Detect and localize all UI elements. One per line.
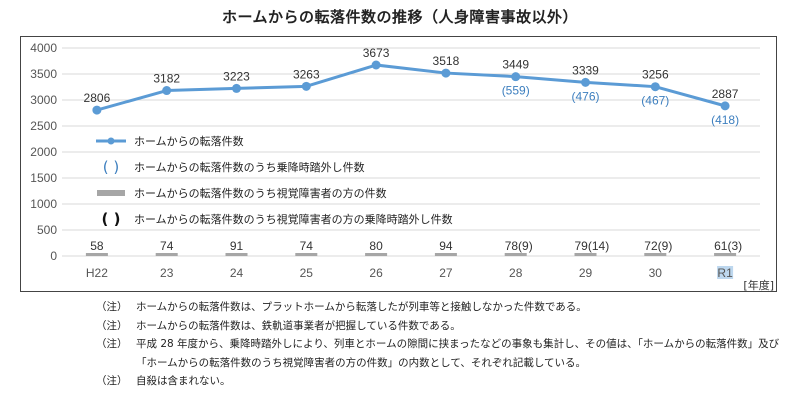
data-point-marker — [441, 68, 451, 78]
y-tick-label: 2500 — [30, 119, 57, 133]
note-tag: （注） — [96, 301, 128, 313]
bar-value-label: 79(14) — [575, 239, 610, 253]
bar-value-label: 80 — [369, 239, 383, 253]
y-tick-label: 500 — [37, 223, 57, 237]
data-point-marker — [720, 101, 730, 111]
data-point-marker — [650, 82, 660, 92]
note-text: 平成 28 年度から、乗降時踏外しにより、列車とホームの隙間に挟まったなどの事象… — [136, 338, 780, 369]
note-tag: （注） — [96, 319, 128, 332]
legend-black-parens-icon: ( ) — [102, 210, 121, 228]
bar-value-label: 58 — [90, 239, 104, 253]
x-tick-label: 25 — [300, 266, 314, 280]
data-point-marker — [232, 83, 241, 93]
bar-visually-impaired — [155, 253, 178, 256]
bar-visually-impaired — [574, 253, 597, 256]
bar-value-label: 91 — [230, 239, 244, 253]
note-item: （注） 自殺は含まれない。 — [96, 372, 786, 391]
bar-visually-impaired — [365, 253, 388, 256]
data-value-label: 3263 — [293, 67, 320, 81]
data-value-label: 3339 — [572, 63, 599, 77]
bar-visually-impaired — [225, 253, 248, 256]
bar-visually-impaired — [504, 253, 527, 256]
data-value-label: 3256 — [642, 68, 669, 82]
chart-title: ホームからの転落件数の推移（人身障害事故以外） — [221, 8, 579, 26]
y-tick-label: 0 — [50, 249, 57, 263]
step-off-value-label: (418) — [711, 113, 739, 127]
note-text: 自殺は含まれない。 — [136, 375, 231, 387]
note-text: ホームからの転落件数は、プラットホームから転落したが列車等と接触しなかった件数で… — [136, 301, 587, 313]
y-tick-label: 3000 — [30, 93, 57, 107]
bar-visually-impaired — [434, 253, 457, 256]
chart-plot-area: 0 500 1000 1500 2000 2500 3000 3500 4000 H22 23 24 2… — [30, 41, 774, 292]
notes: （注） ホームからの転落件数は、プラットホームから転落したが列車等と接触しなかっ… — [96, 298, 786, 391]
category-highlight — [717, 266, 734, 279]
legend-label: ホームからの転落件数のうち視覚障害者の方の乗降時踏外し件数 — [134, 212, 453, 226]
note-tag: （注） — [96, 338, 128, 350]
legend-label: ホームからの転落件数のうち視覚障害者の方の件数 — [134, 186, 387, 200]
legend-gray-bar-icon — [97, 190, 125, 196]
x-tick-label: 23 — [160, 266, 174, 280]
data-point-marker — [511, 72, 521, 82]
bar-value-label: 94 — [439, 239, 453, 253]
chart-frame — [20, 36, 777, 292]
x-axis-unit: [年度] — [743, 278, 774, 292]
data-value-label: 2806 — [84, 91, 111, 105]
legend-label: ホームからの転落件数のうち乗降時踏外し件数 — [134, 160, 365, 174]
bar-visually-impaired — [85, 253, 108, 256]
y-tick-label: 1000 — [30, 197, 57, 211]
data-point-marker — [581, 77, 590, 87]
data-value-label: 2887 — [712, 87, 739, 101]
y-tick-label: 2000 — [30, 145, 57, 159]
y-tick-label: 1500 — [30, 171, 57, 185]
data-value-label: 3182 — [153, 72, 180, 86]
note-item: （注） 平成 28 年度から、乗降時踏外しにより、列車とホームの隙間に挟まったな… — [96, 335, 786, 372]
bar-value-label: 74 — [160, 239, 174, 253]
y-tick-label: 3500 — [30, 67, 57, 81]
step-off-value-label: (467) — [641, 94, 669, 108]
x-tick-label: 27 — [439, 266, 453, 280]
x-tick-label: 24 — [230, 266, 244, 280]
data-value-label: 3449 — [502, 58, 529, 72]
data-point-marker — [92, 105, 102, 115]
data-point-marker — [301, 81, 311, 91]
data-value-label: 3673 — [363, 46, 390, 60]
x-tick-label: 29 — [579, 266, 593, 280]
note-item: （注） ホームからの転落件数は、鉄軌道事業者が把握している件数である。 — [96, 317, 786, 336]
note-tag: （注） — [96, 375, 128, 387]
x-tick-label: 30 — [649, 266, 663, 280]
x-tick-label: H22 — [86, 266, 108, 280]
data-value-label: 3223 — [223, 69, 250, 83]
legend-marker-icon — [107, 137, 115, 145]
legend-label: ホームからの転落件数 — [134, 135, 244, 148]
bar-value-label: 74 — [300, 239, 314, 253]
bar-value-label: 61(3) — [714, 239, 742, 253]
line-series-falls — [96, 63, 726, 112]
bar-value-label: 72(9) — [644, 239, 672, 253]
bar-value-label: 78(9) — [505, 239, 533, 253]
note-item: （注） ホームからの転落件数は、プラットホームから転落したが列車等と接触しなかっ… — [96, 298, 786, 317]
step-off-value-label: (559) — [502, 84, 530, 98]
note-text: ホームからの転落件数は、鉄軌道事業者が把握している件数である。 — [136, 319, 461, 332]
data-value-label: 3518 — [433, 54, 460, 68]
x-tick-label: 26 — [369, 266, 383, 280]
data-point-marker — [162, 86, 172, 96]
bar-visually-impaired — [295, 253, 318, 256]
step-off-value-label: (476) — [571, 89, 599, 103]
legend-blue-parens-icon: ( ) — [103, 158, 119, 176]
y-tick-label: 4000 — [30, 41, 57, 55]
x-tick-label: R1 — [717, 266, 733, 280]
x-tick-label: 28 — [509, 266, 523, 280]
data-point-marker — [371, 60, 381, 70]
bar-visually-impaired — [714, 253, 737, 256]
bar-visually-impaired — [644, 253, 667, 256]
